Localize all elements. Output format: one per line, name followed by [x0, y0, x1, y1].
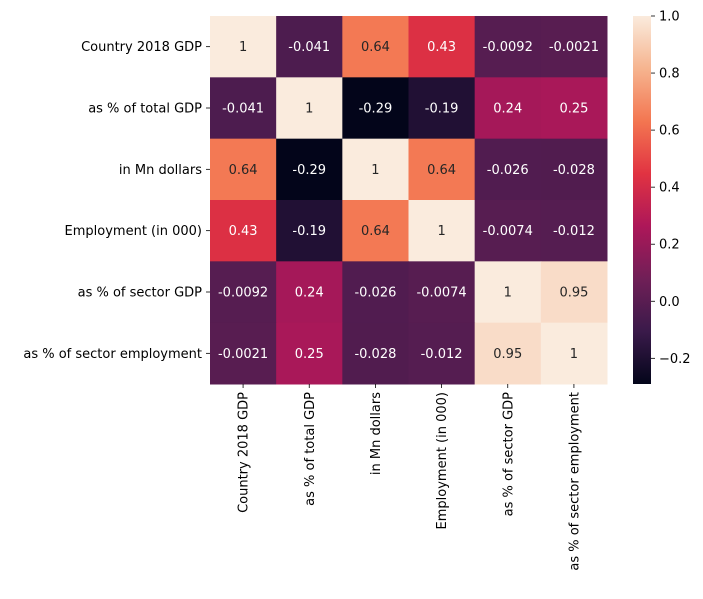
heatmap-cell-r3-c2 [342, 200, 409, 262]
row-label-employment-in-000: Employment (in 000) [65, 224, 202, 239]
heatmap-cell-r3-c0 [210, 200, 277, 262]
cell-annotation-r0-c5: -0.0021 [549, 40, 599, 55]
heatmap-cell-r2-c2 [342, 138, 409, 201]
cell-annotation-r3-c5: -0.012 [553, 224, 595, 239]
cell-annotation-r2-c2: 1 [371, 163, 379, 178]
heatmap-cell-r4-c0 [210, 261, 277, 324]
heatmap-cell-r5-c5 [540, 322, 608, 385]
col-label-as-of-sector-gdp: as % of sector GDP [501, 392, 516, 517]
heatmap-cell-r2-c0 [210, 138, 277, 201]
cell-annotation-r1-c2: -0.29 [359, 102, 393, 117]
row-label-as-of-sector-gdp: as % of sector GDP [78, 286, 203, 301]
row-label-as-of-sector-employment: as % of sector employment [23, 347, 202, 362]
heatmap-cell-r4-c2 [342, 261, 409, 324]
heatmap-cell-r3-c5 [540, 200, 608, 262]
cell-annotation-r2-c4: -0.026 [487, 163, 529, 178]
colorbar-tick-label-4: 0.6 [659, 124, 680, 139]
cell-annotation-r4-c1: 0.24 [295, 286, 324, 301]
cell-annotation-r0-c3: 0.43 [427, 40, 456, 55]
heatmap-cell-r2-c3 [408, 138, 476, 201]
cell-annotation-r3-c0: 0.43 [229, 224, 258, 239]
heatmap-cell-r0-c4 [474, 16, 542, 78]
cell-annotation-r5-c2: -0.028 [354, 347, 396, 362]
cell-annotation-r1-c4: 0.24 [493, 102, 522, 117]
heatmap-cell-r1-c5 [540, 77, 608, 140]
heatmap-cell-r4-c5 [540, 261, 608, 324]
cell-annotations: 1 -0.041 0.64 0.43 -0.0092 -0.0021 -0.041 1 -0.2… [218, 40, 599, 362]
heatmap-cell-r1-c1 [276, 77, 343, 140]
heatmap-cell-r0-c5 [540, 16, 608, 78]
colorbar-tick-label-2: 0.2 [659, 238, 680, 253]
cell-annotation-r1-c0: -0.041 [222, 102, 264, 117]
cell-annotation-r3-c1: -0.19 [292, 224, 326, 239]
heatmap-cell-r1-c4 [474, 77, 542, 140]
heatmap-cell-r0-c1 [276, 16, 343, 78]
cell-annotation-r5-c3: -0.012 [421, 347, 463, 362]
row-labels: Country 2018 GDP as % of total GDP in Mn d… [23, 40, 210, 362]
colorbar-tick-label-1: 0.0 [659, 295, 680, 310]
heatmap-cell-r5-c3 [408, 322, 476, 385]
heatmap-cell-r4-c1 [276, 261, 343, 324]
colorbar-gradient [633, 16, 651, 384]
cell-annotation-r5-c1: 0.25 [295, 347, 324, 362]
heatmap-cell-r2-c5 [540, 138, 608, 201]
heatmap-cell-r4-c4 [474, 261, 542, 324]
row-label-in-mn-dollars: in Mn dollars [119, 163, 202, 178]
cell-annotation-r5-c4: 0.95 [493, 347, 522, 362]
colorbar-tick-label-0: −0.2 [659, 352, 691, 367]
cell-annotation-r0-c1: -0.041 [288, 40, 330, 55]
cell-annotation-r0-c0: 1 [239, 40, 247, 55]
col-label-in-mn-dollars: in Mn dollars [369, 392, 384, 475]
heatmap-cell-r1-c0 [210, 77, 277, 140]
colorbar-tick-label-3: 0.4 [659, 181, 680, 196]
colorbar-tick-label-5: 0.8 [659, 67, 680, 82]
heatmap-cell-r4-c3 [408, 261, 476, 324]
cell-annotation-r0-c2: 0.64 [361, 40, 390, 55]
column-labels: Country 2018 GDP as % of total GDP in Mn d… [237, 384, 582, 571]
heatmap-cell-r3-c1 [276, 200, 343, 262]
cell-annotation-r5-c5: 1 [570, 347, 578, 362]
col-label-country-2018-gdp: Country 2018 GDP [237, 392, 252, 513]
colorbar: −0.2 0.0 0.2 0.4 0.6 0.8 1.0 [633, 10, 691, 384]
heatmap-cell-r5-c0 [210, 322, 277, 385]
col-label-as-of-total-gdp: as % of total GDP [303, 392, 318, 506]
row-label-country-2018-gdp: Country 2018 GDP [81, 40, 202, 55]
col-label-employment-in-000: Employment (in 000) [435, 392, 450, 529]
heatmap-cell-r0-c3 [408, 16, 476, 78]
cell-annotation-r4-c2: -0.026 [354, 286, 396, 301]
cell-annotation-r4-c4: 1 [504, 286, 512, 301]
cell-annotation-r4-c5: 0.95 [559, 286, 588, 301]
cell-annotation-r2-c3: 0.64 [427, 163, 456, 178]
heatmap-cell-r0-c2 [342, 16, 409, 78]
heatmap-cell-r2-c1 [276, 138, 343, 201]
col-label-as-of-sector-employment: as % of sector employment [567, 392, 582, 571]
row-label-as-of-total-gdp: as % of total GDP [88, 102, 202, 117]
cell-annotation-r2-c5: -0.028 [553, 163, 595, 178]
cell-annotation-r4-c0: -0.0092 [218, 286, 268, 301]
heatmap-cell-r1-c2 [342, 77, 409, 140]
cell-annotation-r3-c3: 1 [437, 224, 445, 239]
cell-annotation-r3-c2: 0.64 [361, 224, 390, 239]
cell-annotation-r4-c3: -0.0074 [416, 286, 466, 301]
heatmap-cell-r2-c4 [474, 138, 542, 201]
heatmap-cell-r5-c1 [276, 322, 343, 385]
cell-annotation-r3-c4: -0.0074 [483, 224, 533, 239]
heatmap-cells [210, 16, 608, 385]
heatmap-cell-r5-c4 [474, 322, 542, 385]
heatmap-cell-r3-c3 [408, 200, 476, 262]
cell-annotation-r0-c4: -0.0092 [483, 40, 533, 55]
cell-annotation-r2-c1: -0.29 [292, 163, 326, 178]
colorbar-tick-label-6: 1.0 [659, 10, 680, 25]
cell-annotation-r1-c3: -0.19 [425, 102, 459, 117]
cell-annotation-r1-c1: 1 [305, 102, 313, 117]
heatmap-cell-r5-c2 [342, 322, 409, 385]
heatmap-cell-r0-c0 [210, 16, 277, 78]
cell-annotation-r2-c0: 0.64 [229, 163, 258, 178]
heatmap-cell-r3-c4 [474, 200, 542, 262]
cell-annotation-r1-c5: 0.25 [559, 102, 588, 117]
heatmap-cell-r1-c3 [408, 77, 476, 140]
cell-annotation-r5-c0: -0.0021 [218, 347, 268, 362]
